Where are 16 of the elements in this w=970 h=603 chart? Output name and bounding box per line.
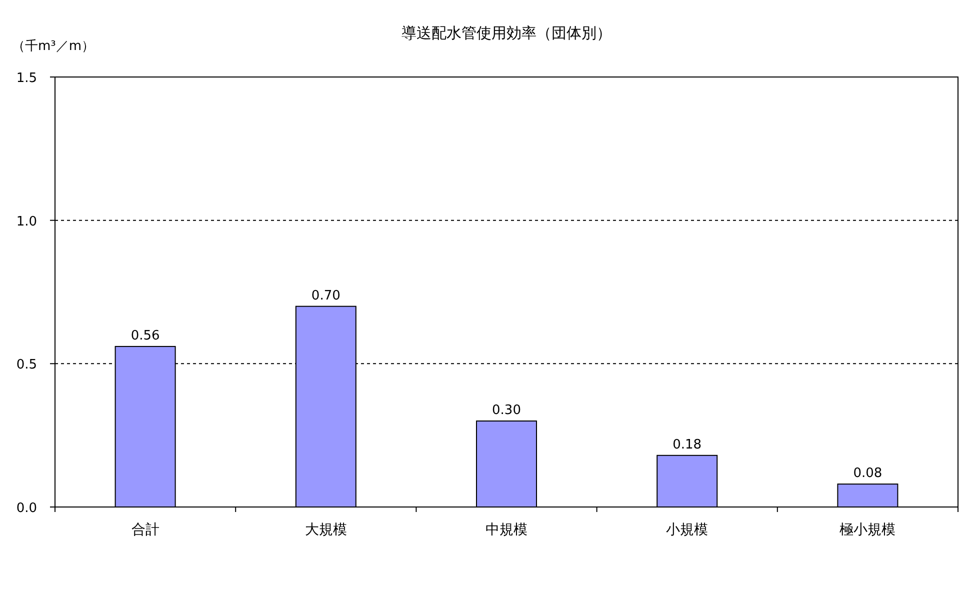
- x-tick-label: 小規模: [666, 522, 708, 538]
- text: 0.18: [672, 437, 702, 452]
- x-tick-label: 大規模: [304, 522, 347, 538]
- text: 0.70: [311, 288, 340, 304]
- text: 0.08: [853, 466, 882, 482]
- y-tick-label: 0.0: [16, 501, 37, 516]
- text: 0.30: [492, 403, 521, 418]
- y-tick-label: 1.5: [16, 71, 37, 86]
- y-tick-label: 0.5: [16, 358, 37, 373]
- x-tick-label: 合計: [131, 522, 160, 538]
- x-tick-label: 極小規模: [840, 522, 896, 538]
- title: 導送配水管使用効率（団体別）: [402, 24, 612, 42]
- y-tick-label: 1.0: [16, 214, 37, 230]
- ylabel: （千m³／m）: [12, 39, 95, 54]
- x-tick-label: 中規模: [486, 522, 528, 538]
- text: 0.56: [130, 328, 160, 344]
